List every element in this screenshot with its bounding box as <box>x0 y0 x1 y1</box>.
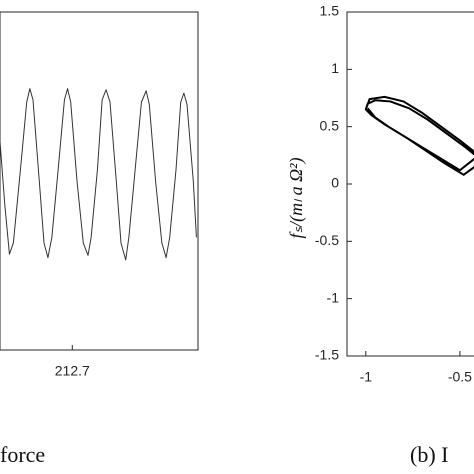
y-tick-label: -0.5 <box>315 232 339 248</box>
x-tick-label: 212.7 <box>55 363 90 379</box>
y-axis-label: fₛ/(mₗ a Ω²) <box>286 157 307 238</box>
x-tick-label: -0.5 <box>448 369 472 385</box>
x-tick-label: -1 <box>360 369 373 385</box>
y-tick-label: -1.5 <box>315 347 339 363</box>
axes-box <box>346 11 474 357</box>
axes-box <box>0 11 199 351</box>
data-line <box>0 88 197 261</box>
y-tick-label: 0 <box>331 175 339 191</box>
y-tick-label: -1 <box>327 289 340 305</box>
caption-a: force <box>0 442 45 467</box>
y-tick-label: 1.5 <box>320 3 340 19</box>
data-line <box>364 95 474 176</box>
y-tick-label: 0.5 <box>320 117 340 133</box>
y-tick-label: 1 <box>331 60 339 76</box>
caption-b: (b) I <box>410 442 448 467</box>
